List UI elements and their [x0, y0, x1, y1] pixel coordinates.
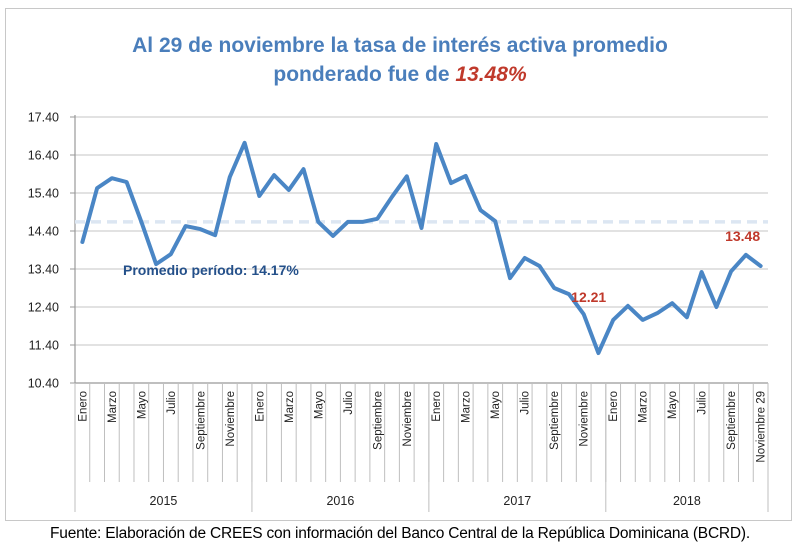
- x-tick-label: Mayo: [667, 391, 679, 419]
- x-tick-label: Marzo: [461, 391, 473, 423]
- x-tick-label: Noviembre: [579, 391, 591, 447]
- chart-frame: [5, 8, 792, 521]
- x-tick-label: Enero: [77, 391, 89, 422]
- data-label: 12.21: [571, 289, 606, 305]
- chart-title-line1: Al 29 de noviembre la tasa de interés ac…: [132, 34, 668, 57]
- x-tick-label: Marzo: [107, 391, 119, 423]
- year-label: 2017: [503, 494, 531, 508]
- x-tick-label: Mayo: [490, 391, 502, 419]
- x-tick-label: Enero: [431, 391, 443, 422]
- x-tick-label: Septiembre: [372, 391, 384, 450]
- source-footnote: Fuente: Elaboración de CREES con informa…: [50, 525, 750, 542]
- x-tick-label: Noviembre: [225, 391, 237, 447]
- x-tick-label: Mayo: [313, 391, 325, 419]
- y-tick-label: 15.40: [28, 187, 59, 201]
- y-tick-label: 13.40: [28, 263, 59, 277]
- x-tick-label: Marzo: [284, 391, 296, 423]
- y-tick-label: 17.40: [28, 111, 59, 125]
- chart-title-line2-prefix: ponderado fue de: [273, 63, 456, 86]
- x-tick-label: Julio: [697, 391, 709, 415]
- y-tick-label: 14.40: [28, 225, 59, 239]
- y-tick-label: 11.40: [29, 339, 59, 353]
- x-tick-label: Julio: [520, 391, 532, 415]
- x-tick-label: Enero: [254, 391, 266, 422]
- x-tick-label: Septiembre: [549, 391, 561, 450]
- y-tick-label: 16.40: [28, 149, 59, 163]
- x-tick-label: Mayo: [136, 391, 148, 419]
- y-tick-label: 12.40: [28, 301, 59, 315]
- year-label: 2015: [150, 494, 178, 508]
- y-tick-label: 10.40: [28, 377, 59, 391]
- axes: 17.40 16.40 15.40 14.40 13.40 12.40 11.40 10.40: [28, 111, 768, 391]
- x-tick-label: Marzo: [638, 391, 650, 423]
- x-tick-label: Noviembre 29: [756, 391, 768, 463]
- x-tick-label: Julio: [343, 391, 355, 415]
- average-line-group: Promedio período: 14.17%: [75, 220, 768, 278]
- chart-title-highlight: 13.48%: [455, 63, 527, 86]
- x-tick-label: Noviembre: [402, 391, 414, 447]
- x-axis: Enero Marzo Mayo Julio Septiembre Noviembre En…: [74, 383, 769, 512]
- chart-title-line2: ponderado fue de 13.48%: [0, 60, 800, 89]
- year-label: 2016: [326, 494, 354, 508]
- series-group: [80, 140, 763, 355]
- chart-title: Al 29 de noviembre la tasa de interés ac…: [0, 31, 800, 89]
- x-tick-label: Enero: [608, 391, 620, 422]
- year-label: 2018: [673, 494, 701, 508]
- x-tick-label: Septiembre: [195, 391, 207, 450]
- average-label: Promedio período: 14.17%: [123, 262, 299, 278]
- series-line: [80, 140, 763, 355]
- x-tick-label: Julio: [166, 391, 178, 415]
- data-labels: 12.21 13.48: [571, 228, 760, 305]
- gridlines: [75, 116, 768, 346]
- x-tick-label: Septiembre: [726, 391, 738, 450]
- data-label: 13.48: [725, 228, 760, 244]
